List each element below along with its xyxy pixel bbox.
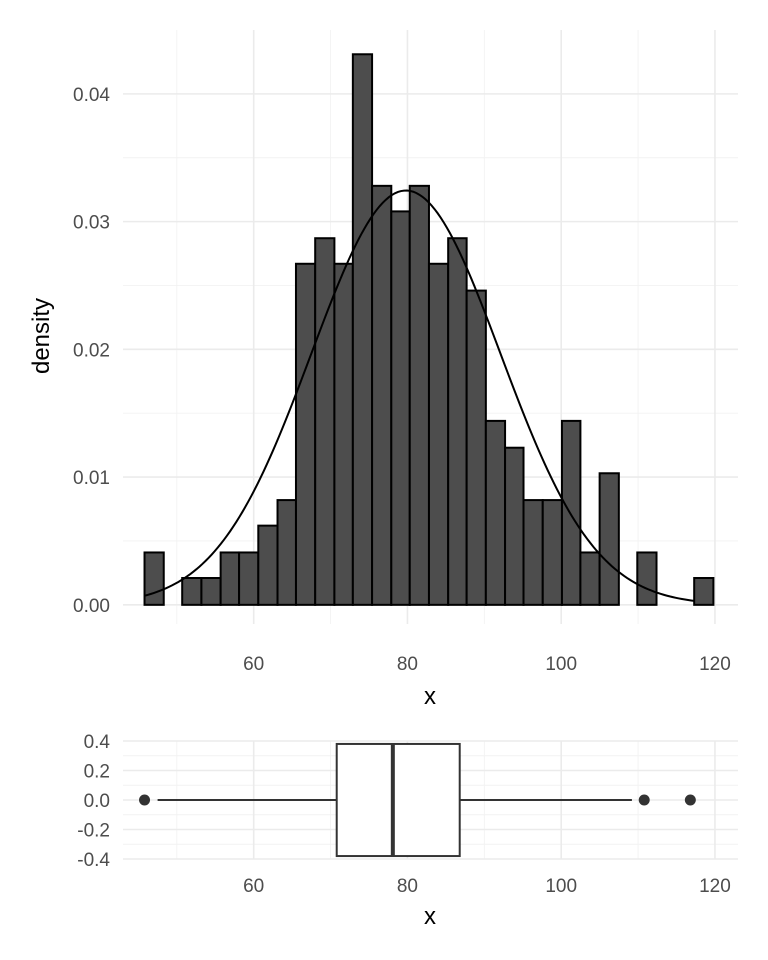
- histogram-bar: [636, 551, 658, 606]
- histogram-y-tick-label: 0.01: [73, 468, 110, 489]
- histogram-y-tick-label: 0.02: [73, 340, 110, 361]
- histogram-x-axis-title: x: [424, 683, 436, 710]
- boxplot-outliers: [139, 794, 696, 806]
- histogram-bar: [427, 262, 450, 606]
- histogram-bar: [314, 237, 336, 606]
- boxplot-outlier-point: [139, 794, 151, 806]
- boxplot-y-tick-label: -0.4: [77, 850, 110, 871]
- histogram-y-tick-label: 0.03: [73, 213, 110, 234]
- histogram-bar: [276, 499, 297, 606]
- histogram-bar: [579, 551, 601, 606]
- histogram-x-tick-label: 60: [243, 654, 264, 675]
- histogram-bar: [333, 262, 354, 606]
- histogram-bar: [294, 262, 317, 606]
- histogram-y-tick-label: 0.04: [73, 85, 110, 106]
- histogram-bar: [598, 472, 620, 606]
- histogram-y-tick-labels: 0.00 0.01 0.02 0.03 0.04: [73, 85, 110, 617]
- histogram-panel: 0.00 0.01 0.02 0.03 0.04 60 80 100 120 x densit…: [28, 30, 738, 710]
- histogram-bar: [541, 499, 563, 606]
- normal-density-curve: [144, 189, 695, 602]
- boxplot-x-axis-title: x: [424, 903, 436, 930]
- histogram-bar: [504, 446, 525, 606]
- boxplot-y-tick-label: 0.0: [84, 791, 110, 812]
- histogram-bar: [238, 551, 260, 606]
- boxplot-y-tick-label: 0.2: [84, 762, 110, 783]
- histogram-bar: [693, 577, 715, 606]
- boxplot-y-tick-label: 0.4: [84, 732, 111, 753]
- boxplot-x-tick-label: 120: [699, 876, 731, 897]
- boxplot-x-tick-label: 100: [545, 876, 577, 897]
- histogram-x-tick-labels: 60 80 100 120: [243, 654, 731, 675]
- histogram-y-axis-title: density: [28, 298, 55, 374]
- boxplot-y-tick-labels: -0.4 -0.2 0.0 0.2 0.4: [77, 732, 110, 871]
- histogram-x-tick-label: 100: [545, 654, 577, 675]
- histogram-bar: [143, 551, 165, 606]
- histogram-bar: [390, 210, 411, 606]
- boxplot-x-tick-labels: 60 80 100 120: [243, 876, 731, 897]
- histogram-bars: [143, 53, 715, 606]
- histogram-bar: [219, 551, 241, 606]
- histogram-bar: [200, 577, 222, 606]
- boxplot-box: [335, 742, 461, 858]
- histogram-bar: [484, 419, 507, 606]
- histogram-x-tick-label: 120: [699, 654, 731, 675]
- histogram-bar: [351, 53, 374, 606]
- histogram-bar: [447, 237, 468, 606]
- histogram-bar: [371, 184, 393, 606]
- boxplot-y-tick-label: -0.2: [77, 821, 110, 842]
- histogram-bar: [408, 184, 430, 606]
- histogram-x-tick-label: 80: [397, 654, 418, 675]
- histogram-bar: [181, 577, 203, 606]
- histogram-y-tick-label: 0.00: [73, 596, 110, 617]
- boxplot-outlier-point: [638, 794, 650, 806]
- boxplot-x-tick-label: 60: [243, 876, 264, 897]
- histogram-bar: [257, 524, 279, 606]
- histogram-bar: [465, 289, 487, 606]
- histogram-bar: [522, 499, 544, 606]
- boxplot-panel: -0.4 -0.2 0.0 0.2 0.4 60 80 100 120 x: [77, 732, 738, 930]
- boxplot-x-tick-label: 80: [397, 876, 418, 897]
- histogram-bar: [560, 419, 582, 606]
- boxplot-outlier-point: [684, 794, 696, 806]
